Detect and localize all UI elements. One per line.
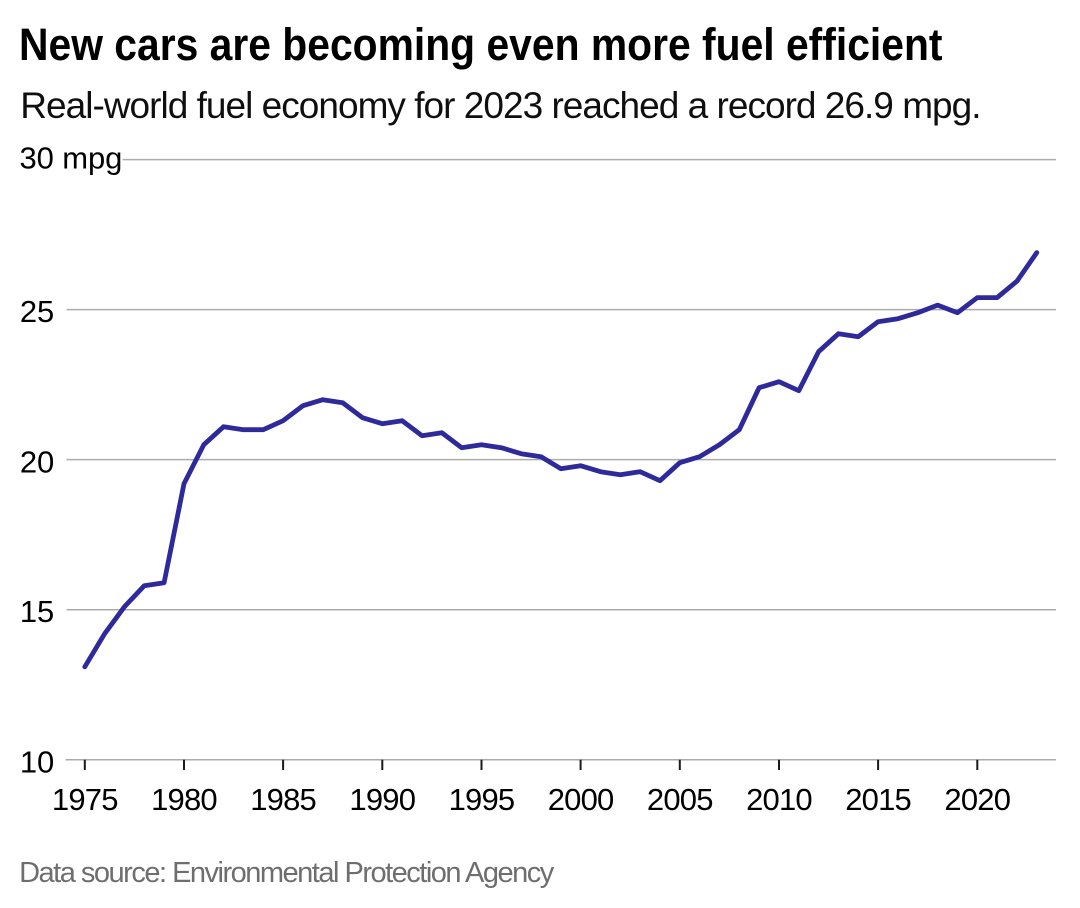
svg-text:1985: 1985 (250, 782, 316, 817)
svg-text:10: 10 (20, 745, 54, 780)
svg-text:2020: 2020 (944, 782, 1010, 817)
svg-text:2010: 2010 (746, 782, 812, 817)
svg-text:2000: 2000 (548, 782, 614, 817)
svg-text:2015: 2015 (845, 782, 911, 817)
svg-text:1980: 1980 (151, 782, 217, 817)
svg-text:30 mpg: 30 mpg (19, 140, 122, 175)
svg-text:1990: 1990 (349, 782, 415, 817)
svg-text:1995: 1995 (449, 782, 515, 817)
svg-text:25: 25 (20, 294, 54, 329)
svg-text:20: 20 (20, 444, 54, 479)
svg-text:15: 15 (20, 594, 54, 629)
svg-text:1975: 1975 (52, 782, 118, 817)
svg-text:2005: 2005 (647, 782, 713, 817)
